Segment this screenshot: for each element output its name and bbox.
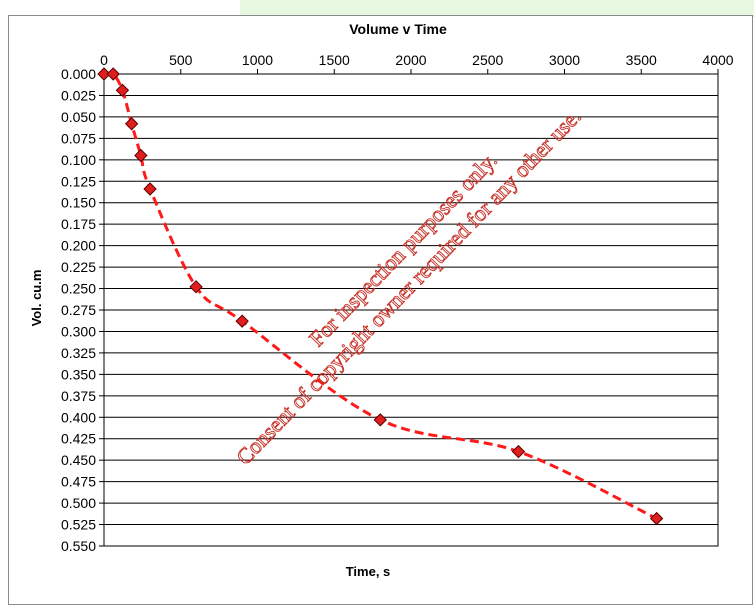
x-tick-label: 3000 (549, 52, 580, 68)
x-tick-label: 2000 (395, 52, 426, 68)
y-tick-label: 0.150 (61, 195, 96, 211)
x-tick-label: 1500 (319, 52, 350, 68)
x-tick-label: 3500 (626, 52, 657, 68)
y-tick-label: 0.075 (61, 130, 96, 146)
data-point (134, 148, 148, 163)
series-markers (97, 67, 664, 526)
watermark-line-1: For inspection purposes only. (304, 147, 502, 351)
data-point (97, 67, 111, 81)
y-tick-label: 0.525 (61, 517, 96, 533)
y-tick-label: 0.300 (61, 323, 96, 339)
chart-title: Volume v Time (349, 21, 447, 37)
data-point (189, 280, 203, 294)
y-tick-label: 0.375 (61, 388, 96, 404)
data-point (115, 83, 130, 98)
data-point (373, 413, 388, 427)
y-tick-label: 0.250 (61, 281, 96, 297)
watermark: For inspection purposes only. Consent of… (231, 103, 586, 470)
y-tick-label: 0.550 (61, 538, 96, 554)
y-tick-label: 0.100 (61, 152, 96, 168)
x-axis-ticks: 0 500 1000 1500 2000 2500 3000 3500 4000 (100, 52, 734, 74)
y-tick-label: 0.350 (61, 366, 96, 382)
series-line (103, 71, 658, 520)
data-point (106, 67, 120, 81)
watermark-line-2: Consent of copyright owner required for … (231, 104, 586, 470)
y-tick-label: 0.400 (61, 409, 96, 425)
y-tick-label: 0.050 (61, 109, 96, 125)
grid-lines (104, 94, 718, 526)
x-tick-label: 500 (169, 52, 193, 68)
y-tick-label: 0.275 (61, 302, 96, 318)
y-tick-label: 0.500 (61, 495, 96, 511)
y-tick-label: 0.000 (61, 66, 96, 82)
y-tick-label: 0.425 (61, 431, 96, 447)
data-point (649, 511, 664, 526)
y-tick-label: 0.225 (61, 259, 96, 275)
y-tick-label: 0.450 (61, 452, 96, 468)
y-tick-label: 0.175 (61, 216, 96, 232)
x-tick-label: 1000 (242, 52, 273, 68)
data-point (124, 117, 139, 131)
y-axis-ticks: 0.000 0.025 0.050 0.075 0.100 0.125 0.150 0.175… (61, 66, 104, 554)
y-tick-label: 0.025 (61, 87, 96, 103)
y-tick-label: 0.475 (61, 474, 96, 490)
data-point (143, 182, 157, 196)
data-point (235, 314, 249, 328)
y-axis-label: Vol. cu.m (29, 270, 44, 327)
x-tick-label: 2500 (472, 52, 503, 68)
x-tick-label: 0 (100, 52, 108, 68)
y-tick-label: 0.325 (61, 345, 96, 361)
x-tick-label: 4000 (702, 52, 733, 68)
x-axis-label: Time, s (346, 564, 391, 579)
y-tick-label: 0.125 (61, 173, 96, 189)
y-tick-label: 0.200 (61, 238, 96, 254)
data-point (511, 444, 526, 459)
